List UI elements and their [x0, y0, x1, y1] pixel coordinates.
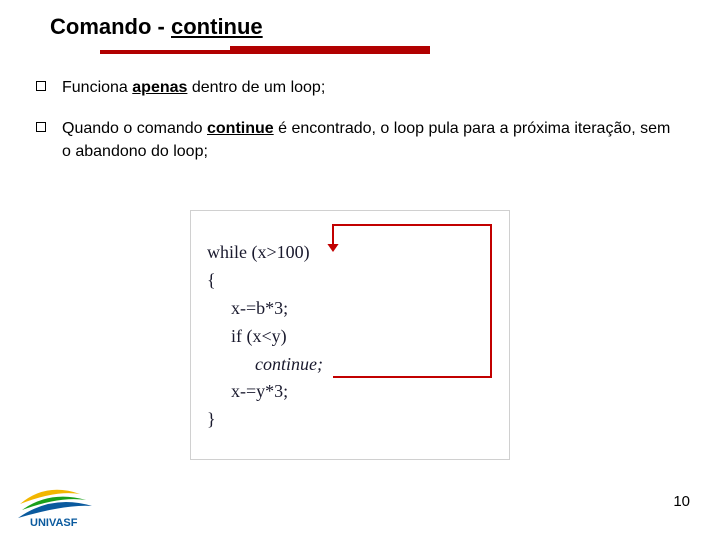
page-number: 10 [673, 493, 690, 510]
svg-text:UNIVASF: UNIVASF [30, 517, 78, 528]
code-diagram: while (x>100){x-=b*3;if (x<y)continue;x-… [190, 210, 510, 460]
bullet-box-icon [36, 81, 46, 91]
title-underlined: continue [171, 14, 263, 39]
title-underline-rule [100, 46, 430, 54]
list-item: Funciona apenas dentro de um loop; [36, 76, 680, 99]
list-item-text: Funciona apenas dentro de um loop; [62, 76, 325, 99]
title-plain: Comando - [50, 14, 171, 39]
bullet-list: Funciona apenas dentro de um loop; Quando… [36, 76, 720, 164]
code-block: while (x>100){x-=b*3;if (x<y)continue;x-… [207, 239, 323, 434]
bullet-box-icon [36, 122, 46, 132]
univasf-logo: UNIVASF [16, 480, 94, 528]
list-item: Quando o comando continue é encontrado, … [36, 117, 680, 163]
list-item-text: Quando o comando continue é encontrado, … [62, 117, 680, 163]
slide-title: Comando - continue [50, 14, 720, 40]
